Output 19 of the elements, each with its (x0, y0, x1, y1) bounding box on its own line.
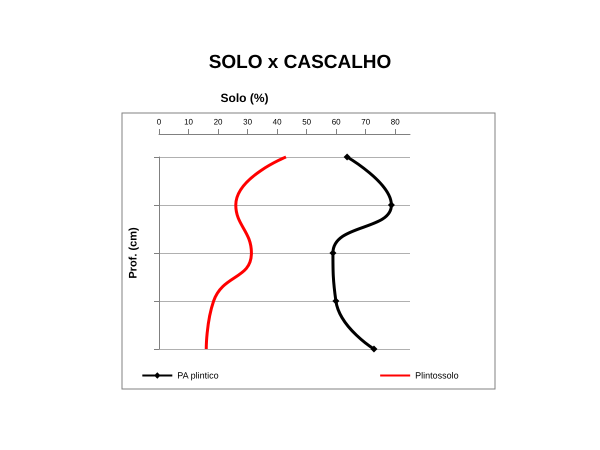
chart-title: SOLO x CASCALHO (208, 52, 392, 73)
x-tick-label: 0 (156, 118, 162, 126)
x-tick-label: 40 (272, 118, 282, 126)
x-tick-label: 60 (332, 118, 342, 126)
point (370, 346, 378, 352)
legend-label: PA plintico (177, 370, 219, 380)
y-axis-title: Prof. (cm) (128, 227, 140, 279)
x-axis-title: Solo (%) (220, 91, 268, 105)
legend-label: Plintossolo (415, 370, 459, 380)
point (388, 202, 395, 208)
x-tick-label: 80 (390, 118, 400, 126)
x-tick-label: 10 (184, 118, 194, 126)
point (344, 154, 351, 160)
x-tick-label: 30 (243, 118, 253, 126)
x-tick-label: 70 (361, 118, 371, 126)
point (332, 298, 340, 304)
x-tick-label: 50 (302, 118, 312, 126)
x-tick-label: 20 (214, 118, 224, 126)
point (329, 250, 336, 256)
